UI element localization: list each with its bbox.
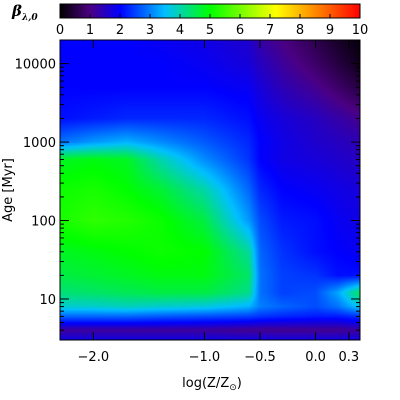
y-axis-ticks: 10 100 1000 10000: [15, 39, 360, 341]
x-tick-label: 0.0: [305, 350, 326, 365]
y-tick-label: 10000: [15, 58, 56, 73]
colorbar-tick-label: 7: [266, 23, 274, 38]
colorbar-ticks: 0 1 2 3 4 5 6 7 8 9 10: [56, 14, 368, 38]
y-tick-label: 1000: [23, 136, 56, 151]
colorbar: βλ,0 0 1 2 3 4 5 6 7 8 9 10: [11, 2, 368, 38]
colorbar-tick-label: 6: [236, 23, 244, 38]
colorbar-tick-label: 1: [86, 23, 94, 38]
colorbar-tick-label: 5: [206, 23, 214, 38]
y-tick-label: 10: [39, 293, 56, 308]
plot-frame: [59, 39, 361, 341]
heatmap-container: [60, 40, 360, 340]
colorbar-tick-label: 10: [352, 23, 369, 38]
y-tick-label: 100: [31, 215, 56, 230]
x-tick-label: −0.5: [244, 350, 276, 365]
plot-area: −2.0 −1.0 −0.5 0.0 0.3 10 100 1000 10000: [15, 39, 361, 365]
colorbar-tick-label: 2: [116, 23, 124, 38]
colorbar-tick-label: 9: [326, 23, 334, 38]
y-axis-label: Age [Myr]: [1, 158, 16, 222]
colorbar-tick-label: 0: [56, 23, 64, 38]
colorbar-label: βλ,0: [11, 2, 38, 23]
colorbar-tick-label: 8: [296, 23, 304, 38]
x-tick-label: 0.3: [339, 350, 360, 365]
heatmap: [60, 40, 360, 340]
colorbar-tick-label: 4: [176, 23, 184, 38]
x-axis-ticks: −2.0 −1.0 −0.5 0.0 0.3: [78, 40, 360, 365]
x-tick-label: −1.0: [189, 350, 221, 365]
colorbar-tick-label: 3: [146, 23, 154, 38]
x-axis-label: log(Z/Z⊙): [182, 376, 242, 393]
x-tick-label: −2.0: [78, 350, 110, 365]
